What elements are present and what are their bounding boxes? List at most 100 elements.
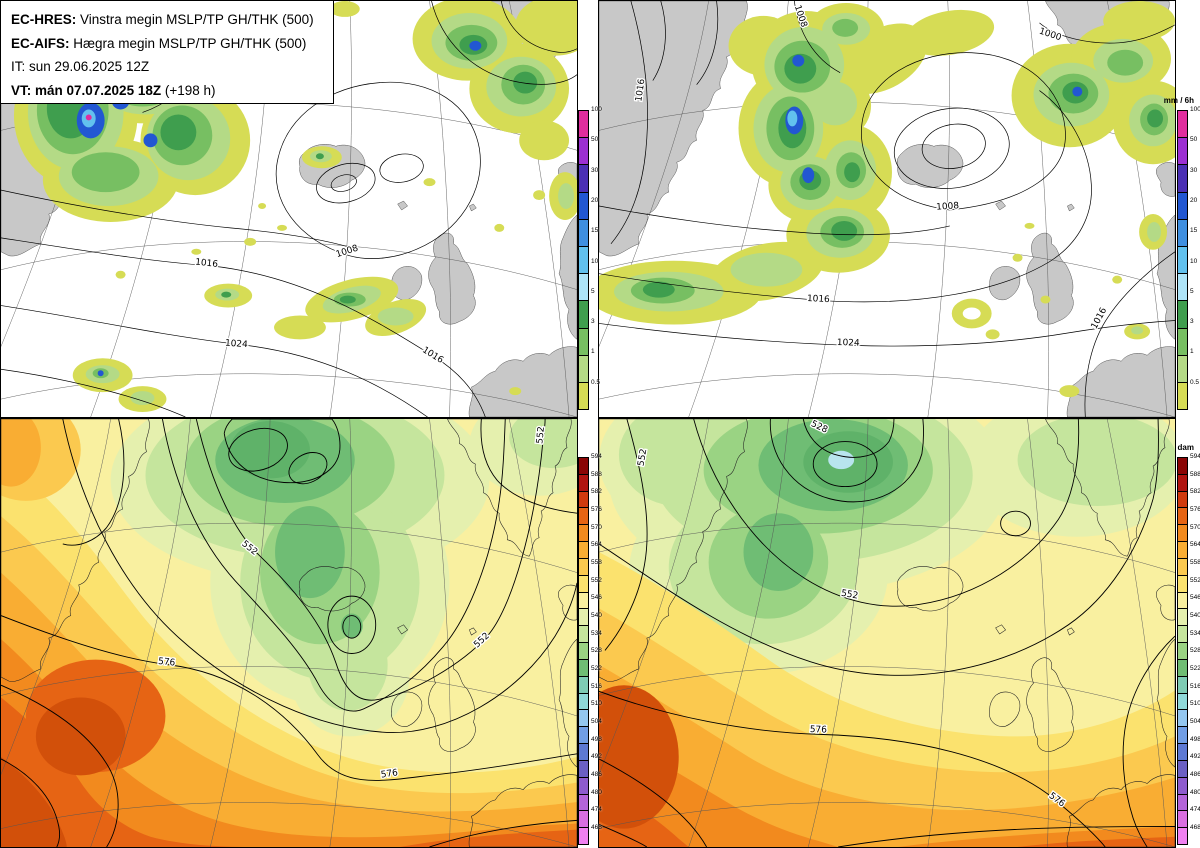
thickness-colorbar-right: 594 588 582 576 570 564 558 552 546 540 534 528 522 5…: [1177, 454, 1200, 845]
model-hres-text: Vinstra megin MSLP/TP GH/THK (500): [80, 12, 314, 27]
colorbar-level-label: 558: [591, 559, 602, 567]
colorbar-level-label: 20: [1190, 196, 1198, 204]
precip-unit-label: mm / 6h: [1163, 96, 1194, 105]
colorbar-level-label: 546: [591, 594, 602, 602]
colorbar-cell: [1178, 642, 1187, 659]
contour-label: 552: [535, 426, 547, 445]
colorbar-level-label: 510: [1190, 700, 1200, 708]
colorbar-cell: [1178, 591, 1187, 609]
colorbar-cell: [1178, 191, 1187, 219]
colorbar-cell: [1178, 709, 1187, 727]
contour-label: 576: [158, 657, 176, 669]
isobar-label: 1016: [634, 78, 647, 102]
model-line-aifs: EC-AIFS: Hægra megin MSLP/TP GH/THK (500…: [11, 32, 323, 56]
colorbar-level-label: 50: [1190, 136, 1198, 144]
colorbar-level-label: 468: [591, 824, 602, 832]
colorbar-level-label: 474: [591, 806, 602, 814]
colorbar-cell: [579, 810, 588, 828]
map-panel-aifs-gh-thk: 528 552 552 576 576: [598, 418, 1176, 848]
thickness-colorbar-cells: [578, 457, 589, 845]
thickness-colorbar-middle: 594 588 582 576 570 564 558 552 546 540 534 528 522 5…: [578, 454, 602, 845]
thickness-colorbar-cells: [1177, 457, 1188, 845]
valid-time-offset: (+198 h): [164, 82, 216, 98]
colorbar-cell: [579, 625, 588, 643]
thickness-colorbar-labels: 594 588 582 576 570 564 558 552 546 540 534 528 522 5…: [591, 454, 621, 845]
colorbar-cell: [1178, 137, 1187, 165]
map-panel-hres-gh-thk: 552 552 552 576 576: [0, 418, 578, 848]
colorbar-level-label: 588: [591, 470, 602, 478]
colorbar-cell: [579, 191, 588, 219]
precip-colorbar-right: 100 50 30 20 15 10 5 3 1 0.5: [1177, 107, 1200, 410]
colorbar-cell: [1178, 625, 1187, 643]
colorbar-level-label: 528: [1190, 647, 1200, 655]
colorbar-level-label: 15: [1190, 227, 1198, 235]
precip-colorbar-labels: 100 50 30 20 15 10 5 3 1 0.5: [591, 106, 621, 410]
colorbar-level-label: 498: [591, 735, 602, 743]
isobar-label: 1024: [225, 339, 249, 351]
colorbar-cell: [1178, 827, 1187, 845]
colorbar-cell: [1178, 524, 1187, 542]
colorbar-cell: [1178, 658, 1187, 676]
colorbar-level-label: 522: [1190, 665, 1200, 673]
colorbar-cell: [1178, 111, 1187, 138]
colorbar-cell: [579, 327, 588, 355]
thickness-unit-label: dam: [1177, 443, 1194, 452]
colorbar-level-label: 576: [1190, 506, 1200, 514]
colorbar-cell: [1178, 381, 1187, 410]
colorbar-cell: [1178, 692, 1187, 710]
contour-label: 552: [840, 589, 859, 602]
colorbar-level-label: 516: [591, 682, 602, 690]
colorbar-cell: [579, 273, 588, 301]
colorbar-cell: [1178, 458, 1187, 474]
colorbar-level-label: 534: [1190, 629, 1200, 637]
colorbar-level-label: 480: [591, 788, 602, 796]
colorbar-level-label: 1: [1190, 348, 1194, 356]
colorbar-cell: [1178, 541, 1187, 558]
colorbar-cell: [579, 557, 588, 575]
colorbar-level-label: 498: [1190, 735, 1200, 743]
colorbar-cell: [579, 692, 588, 710]
colorbar-level-label: 3: [591, 318, 595, 326]
colorbar-cell: [1178, 473, 1187, 491]
colorbar-cell: [579, 709, 588, 727]
valid-time-bold: VT: mán 07.07.2025 18Z: [11, 82, 162, 98]
colorbar-level-label: 594: [1190, 453, 1200, 461]
colorbar-cell: [579, 675, 588, 693]
colorbar-level-label: 100: [591, 106, 602, 114]
colorbar-level-label: 3: [1190, 318, 1194, 326]
colorbar-level-label: 20: [591, 196, 599, 204]
colorbar-level-label: 516: [1190, 682, 1200, 690]
colorbar-cell: [579, 164, 588, 192]
colorbar-level-label: 480: [1190, 788, 1200, 796]
colorbar-cell: [1178, 726, 1187, 744]
colorbar-cell: [579, 608, 588, 626]
precip-colorbar-middle: 100 50 30 20 15 10 5 3 1 0.5: [578, 107, 602, 410]
colorbar-cell: [1178, 245, 1187, 274]
colorbar-level-label: 15: [591, 227, 599, 235]
contour-label: 552: [637, 448, 650, 467]
thickness-field: [1, 419, 577, 847]
colorbar-cell: [1178, 490, 1187, 508]
colorbar-cell: [579, 218, 588, 246]
colorbar-cell: [1178, 557, 1187, 575]
colorbar-level-label: 100: [1190, 106, 1200, 114]
colorbar-level-label: 564: [1190, 541, 1200, 549]
colorbar-level-label: 522: [591, 665, 602, 673]
thickness-field: [599, 419, 1175, 847]
title-legend-box: EC-HRES: Vinstra megin MSLP/TP GH/THK (5…: [0, 0, 334, 104]
colorbar-level-label: 564: [591, 541, 602, 549]
colorbar-level-label: 504: [1190, 718, 1200, 726]
colorbar-level-label: 486: [1190, 771, 1200, 779]
colorbar-level-label: 5: [591, 287, 595, 295]
precip-colorbar-cells: [578, 110, 589, 410]
colorbar-level-label: 1: [591, 348, 595, 356]
precip-colorbar-labels: 100 50 30 20 15 10 5 3 1 0.5: [1190, 106, 1200, 410]
colorbar-cell: [579, 458, 588, 474]
colorbar-level-label: 540: [591, 612, 602, 620]
colorbar-level-label: 492: [1190, 753, 1200, 761]
colorbar-cell: [1178, 743, 1187, 760]
colorbar-level-label: 492: [591, 753, 602, 761]
model-aifs-label: EC-AIFS:: [11, 35, 70, 51]
colorbar-cell: [579, 776, 588, 794]
